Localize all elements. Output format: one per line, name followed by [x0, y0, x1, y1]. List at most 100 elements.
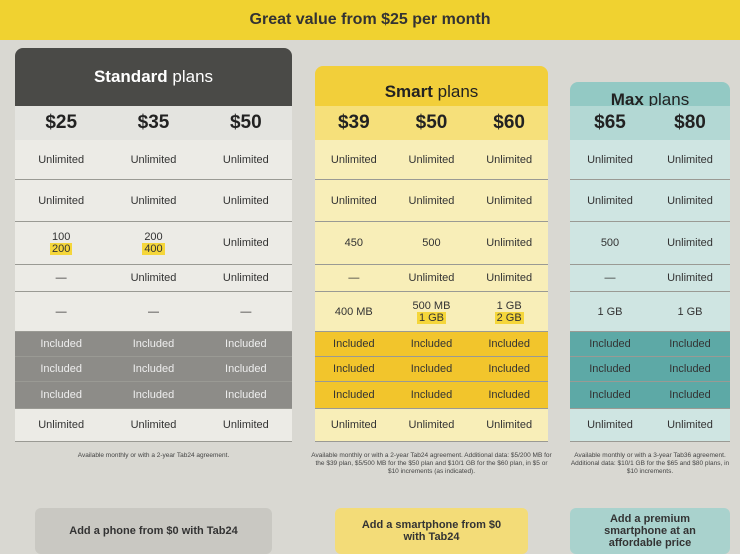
cell-line: 500 MB — [412, 299, 451, 312]
plan-cell: — — [107, 292, 200, 332]
cell-line: 1 GB — [416, 311, 447, 324]
plan-cell: Unlimited — [392, 140, 471, 180]
price-band — [315, 106, 548, 140]
group-suffix: plans — [648, 90, 690, 109]
plan-cell: Unlimited — [15, 409, 108, 442]
plan-cell: Unlimited — [199, 140, 292, 180]
price-band — [15, 106, 292, 140]
plan-cell: Unlimited — [650, 265, 730, 292]
plan-cell: Unlimited — [650, 409, 730, 442]
group-suffix: plans — [437, 82, 479, 101]
plan-cell: Included — [650, 357, 730, 382]
plan-cell: Included — [15, 382, 108, 409]
plan-cell: Included — [315, 357, 393, 382]
plan-cell: Unlimited — [199, 222, 292, 265]
price: $80 — [674, 112, 706, 133]
footnote: Available monthly or with a 2-year Tab24… — [77, 452, 230, 459]
add-phone-button: Add a phone from $0 with Tab24 — [35, 508, 272, 554]
plan-cell: — — [199, 292, 292, 332]
plan-cell: 500 — [570, 222, 650, 265]
plan-cell: Unlimited — [650, 140, 730, 180]
plan-cell: Unlimited — [315, 180, 393, 222]
cell-line: 2 GB — [494, 311, 524, 324]
plan-cell: Unlimited — [392, 180, 471, 222]
group-header: Max plans — [570, 82, 730, 109]
plan-cell: — — [315, 265, 393, 292]
plan-cell: Unlimited — [107, 265, 200, 292]
plan-cell: Included — [650, 332, 730, 357]
plan-cell: 200 400 — [107, 222, 200, 265]
cell-line: 1 GB — [496, 299, 522, 312]
plan-cell: Included — [107, 357, 200, 382]
plan-cell: Included — [570, 382, 650, 409]
add-phone-button: Add a smartphone from $0 with Tab24 — [335, 508, 528, 554]
cell-line: 200 — [144, 231, 163, 243]
plan-cell: Unlimited — [107, 409, 200, 442]
price: $60 — [493, 112, 525, 133]
plan-cell: Included — [392, 332, 471, 357]
cell-line: 400 — [142, 243, 165, 255]
plan-cell: 500 — [392, 222, 471, 265]
plan-cell: Included — [392, 382, 471, 409]
footnote: Available monthly or with a 3-year Tab36… — [570, 452, 730, 475]
plan-cell: Included — [315, 382, 393, 409]
plan-cell: Included — [470, 382, 548, 409]
plan-cell: Included — [199, 357, 292, 382]
plan-cell: Included — [470, 332, 548, 357]
plan-cell: Unlimited — [199, 409, 292, 442]
plan-cell: Included — [199, 332, 292, 357]
cell-line: 100 — [51, 231, 71, 243]
add-phone-button: Add a premium smartphone at an affordabl… — [570, 508, 730, 554]
price: $50 — [415, 112, 448, 133]
plan-cell: Unlimited — [315, 409, 393, 442]
plan-cell: Unlimited — [470, 409, 548, 442]
plan-cell: — — [570, 265, 650, 292]
plan-cell: Unlimited — [470, 222, 548, 265]
group-name: Standard — [93, 67, 168, 86]
plan-cell: 400 MB — [315, 292, 393, 332]
plan-cell: Included — [650, 382, 730, 409]
footnote: Available monthly or with a 2-year Tab24… — [311, 452, 552, 475]
price: $35 — [137, 112, 170, 133]
price: $50 — [229, 112, 262, 133]
plan-cell: 500 MB 1 GB — [392, 292, 471, 332]
price: $39 — [337, 112, 370, 133]
plan-cell: Unlimited — [392, 265, 471, 292]
plan-cell: 450 — [315, 222, 393, 265]
plan-cell: Unlimited — [107, 180, 200, 222]
plan-cell: Included — [107, 382, 200, 409]
group-header: Smart plans — [315, 66, 548, 106]
plan-cell: Included — [570, 332, 650, 357]
plan-cell: Unlimited — [470, 180, 548, 222]
group-name: Max — [610, 90, 644, 109]
group-header: Standard plans — [15, 48, 292, 106]
plan-cell: Unlimited — [199, 180, 292, 222]
plan-cell: Unlimited — [15, 140, 108, 180]
plan-cell: 1 GB — [650, 292, 730, 332]
plan-cell: Included — [199, 382, 292, 409]
price: $25 — [45, 112, 78, 133]
plan-cell: Unlimited — [470, 265, 548, 292]
plan-cell: Unlimited — [199, 265, 292, 292]
plan-cell: Unlimited — [650, 180, 730, 222]
plan-cell: — — [15, 292, 108, 332]
plan-cell: 100 200 — [15, 222, 108, 265]
plan-cell: Included — [392, 357, 471, 382]
plan-cell: Unlimited — [15, 180, 108, 222]
price-band — [570, 106, 730, 140]
plan-cell: Unlimited — [570, 409, 650, 442]
plan-cell: — — [15, 265, 108, 292]
plan-cell: Unlimited — [315, 140, 393, 180]
price: $65 — [594, 112, 626, 133]
group-name: Smart — [384, 82, 433, 101]
plan-cell: Unlimited — [392, 409, 471, 442]
banner: Great value from $25 per month — [0, 0, 740, 40]
group-suffix: plans — [172, 67, 214, 86]
plan-cell: Included — [15, 332, 108, 357]
plan-cell: Unlimited — [650, 222, 730, 265]
plan-cell: Unlimited — [470, 140, 548, 180]
plan-cell: 1 GB 2 GB — [470, 292, 548, 332]
plan-cell: 1 GB — [570, 292, 650, 332]
plan-cell: Unlimited — [107, 140, 200, 180]
